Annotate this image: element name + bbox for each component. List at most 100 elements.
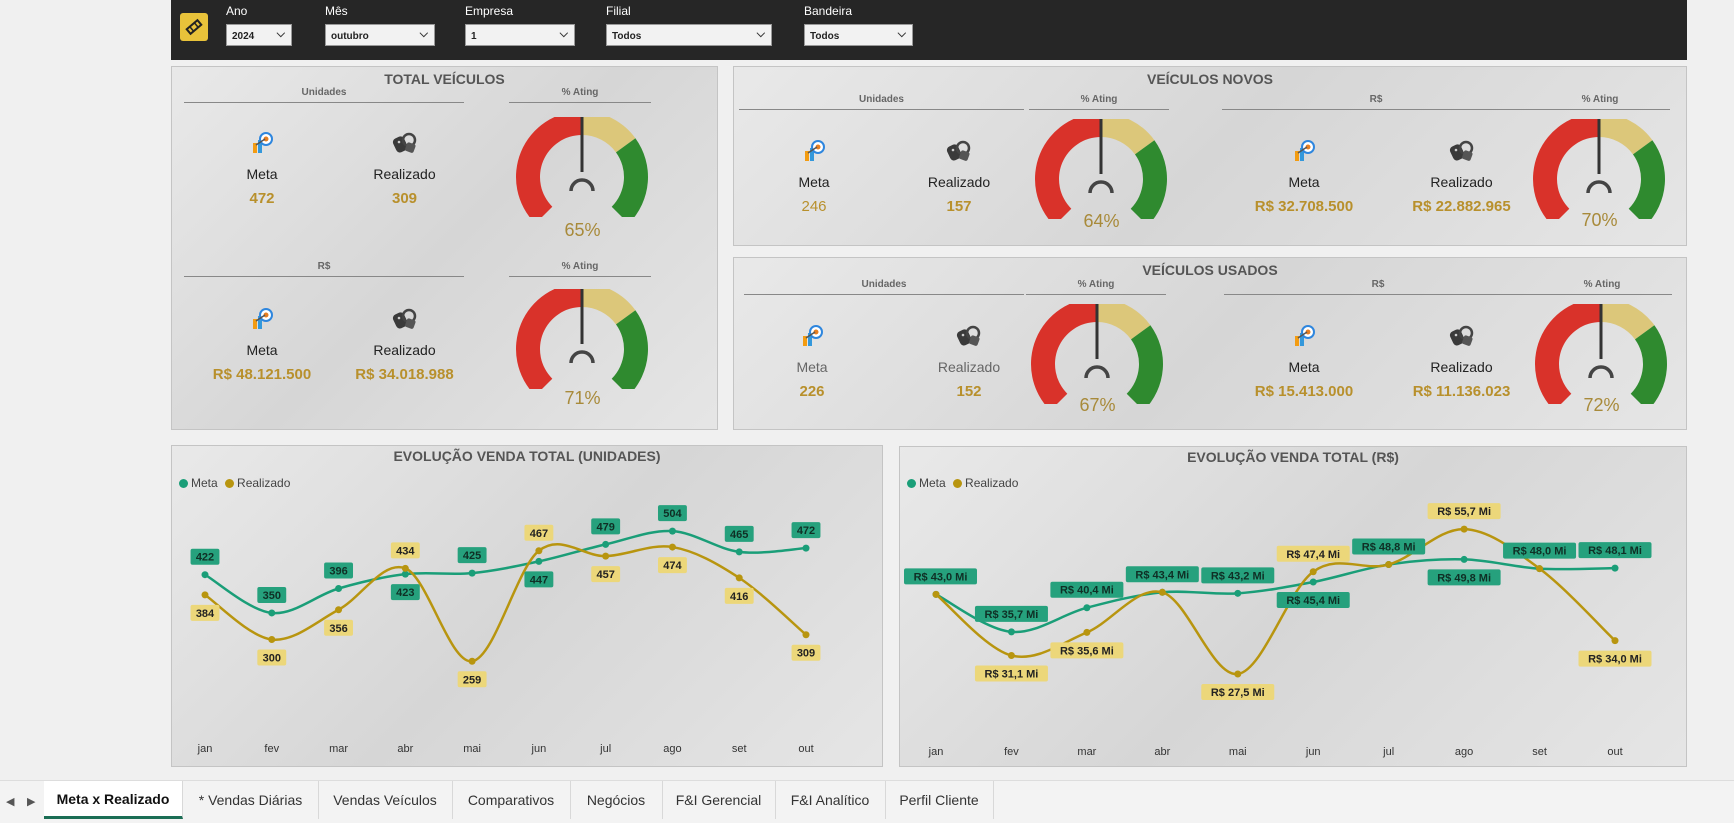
data-label-meta: R$ 48,1 Mi bbox=[1588, 545, 1642, 557]
kpi-realizado-rs: Realizado R$ 34.018.988 bbox=[332, 307, 477, 383]
data-point-meta[interactable] bbox=[602, 540, 610, 548]
filter-bandeira-select[interactable]: Todos ⌵ bbox=[804, 24, 913, 46]
legend-realizado: Realizado bbox=[965, 476, 1019, 490]
filter-ano-select[interactable]: 2024 ⌵ bbox=[226, 24, 292, 46]
kpi-value: R$ 34.018.988 bbox=[355, 366, 454, 383]
data-label-bg bbox=[1578, 542, 1652, 559]
tab-vendas-veiculos[interactable]: Vendas Veículos bbox=[318, 781, 453, 819]
data-label-realizado: 434 bbox=[396, 545, 415, 557]
data-point-meta[interactable] bbox=[1611, 564, 1619, 572]
data-point-meta[interactable] bbox=[735, 548, 743, 556]
filter-label: Bandeira bbox=[804, 4, 853, 18]
tab-comparativos[interactable]: Comparativos bbox=[452, 781, 571, 819]
data-label-realizado: R$ 34,0 Mi bbox=[1588, 654, 1642, 666]
data-point-meta[interactable] bbox=[401, 570, 409, 578]
data-point-realizado[interactable] bbox=[735, 574, 743, 582]
kpi-label: Realizado bbox=[1430, 359, 1493, 375]
data-point-meta[interactable] bbox=[468, 569, 476, 577]
tab-prev-icon[interactable]: ◀ bbox=[6, 796, 15, 808]
tab-negocios[interactable]: Negócios bbox=[570, 781, 663, 819]
tab-fi-analitico[interactable]: F&I Analítico bbox=[775, 781, 886, 819]
kpi-realizado-rs: Realizado R$ 11.136.023 bbox=[1394, 324, 1529, 400]
section-header-unidades: Unidades bbox=[184, 87, 464, 103]
data-point-meta[interactable] bbox=[1234, 589, 1242, 597]
chart-title: EVOLUÇÃO VENDA TOTAL (UNIDADES) bbox=[393, 448, 661, 464]
data-point-realizado[interactable] bbox=[1385, 561, 1393, 569]
data-point-realizado[interactable] bbox=[1309, 568, 1317, 576]
x-tick-label: jun bbox=[1305, 746, 1321, 758]
series-line-realizado bbox=[204, 543, 807, 663]
kpi-meta-rs: Meta R$ 48.121.500 bbox=[192, 307, 332, 383]
data-label-bg bbox=[1578, 650, 1652, 667]
data-label-bg bbox=[1427, 569, 1501, 586]
car-keys-icon bbox=[1394, 139, 1529, 168]
data-label-bg bbox=[524, 524, 554, 541]
data-label-bg bbox=[257, 586, 287, 603]
filter-label: Ano bbox=[226, 4, 248, 18]
gauge-pct: 70% bbox=[1581, 210, 1618, 230]
tab-perfil-cliente[interactable]: Perfil Cliente bbox=[885, 781, 994, 819]
filter-value: 1 bbox=[471, 31, 477, 42]
gauge-segment-red bbox=[1035, 119, 1101, 219]
data-label-bg bbox=[724, 525, 754, 542]
filter-filial-select[interactable]: Todos ⌵ bbox=[606, 24, 772, 46]
data-label-meta: 504 bbox=[663, 508, 682, 520]
tab-next-icon[interactable]: ▶ bbox=[27, 796, 36, 808]
data-point-realizado[interactable] bbox=[1234, 670, 1242, 678]
x-tick-label: jan bbox=[928, 746, 944, 758]
data-point-realizado[interactable] bbox=[335, 606, 343, 614]
gauge-hub bbox=[1088, 180, 1114, 194]
data-point-realizado[interactable] bbox=[1083, 628, 1091, 636]
data-point-realizado[interactable] bbox=[602, 552, 610, 560]
data-label-bg bbox=[1050, 581, 1124, 598]
data-point-realizado[interactable] bbox=[1611, 637, 1619, 645]
gauge-svg bbox=[516, 289, 648, 389]
data-point-meta[interactable] bbox=[1309, 578, 1317, 586]
data-point-realizado[interactable] bbox=[201, 591, 209, 599]
data-point-meta[interactable] bbox=[1460, 555, 1468, 563]
data-point-realizado[interactable] bbox=[802, 631, 810, 639]
data-point-realizado[interactable] bbox=[668, 543, 676, 551]
data-label-bg bbox=[390, 542, 420, 559]
tab-vendas-diarias[interactable]: * Vendas Diárias bbox=[183, 781, 319, 819]
filter-empresa-select[interactable]: 1 ⌵ bbox=[465, 24, 575, 46]
gauge-segment-red bbox=[516, 117, 582, 217]
data-point-meta[interactable] bbox=[335, 585, 343, 592]
section-header-pct: % Ating bbox=[509, 87, 651, 103]
chart-plot: jan fev mar abr mai jun jul ago set out R$ 43,0 Mi… bbox=[904, 503, 1652, 758]
x-tick-label: jun bbox=[531, 743, 547, 755]
data-point-meta[interactable] bbox=[268, 609, 276, 617]
panel-title: TOTAL VEÍCULOS bbox=[384, 71, 505, 87]
data-point-meta[interactable] bbox=[802, 544, 810, 552]
data-label-meta: 479 bbox=[596, 521, 614, 533]
data-point-meta[interactable] bbox=[1007, 628, 1015, 636]
data-point-realizado[interactable] bbox=[1460, 525, 1468, 533]
data-point-realizado[interactable] bbox=[535, 547, 543, 555]
kpi-realizado-unidades: Realizado 152 bbox=[909, 324, 1029, 400]
data-point-meta[interactable] bbox=[1083, 604, 1091, 612]
series-line-meta bbox=[935, 558, 1616, 634]
tab-meta-x-realizado[interactable]: Meta x Realizado bbox=[44, 781, 183, 819]
data-point-realizado[interactable] bbox=[468, 657, 476, 665]
data-label-realizado: 384 bbox=[196, 608, 215, 620]
series-line-meta bbox=[204, 529, 807, 615]
data-point-realizado[interactable] bbox=[1158, 588, 1166, 596]
chart-legend: Meta Realizado bbox=[907, 476, 1018, 490]
app-logo-icon bbox=[180, 13, 208, 41]
data-point-realizado[interactable] bbox=[401, 564, 409, 572]
data-point-realizado[interactable] bbox=[1536, 565, 1544, 573]
kpi-realizado-rs: Realizado R$ 22.882.965 bbox=[1394, 139, 1529, 215]
data-point-realizado[interactable] bbox=[932, 590, 940, 598]
filter-mes-select[interactable]: outubro ⌵ bbox=[325, 24, 435, 46]
data-point-realizado[interactable] bbox=[268, 636, 276, 643]
data-point-realizado[interactable] bbox=[1007, 652, 1015, 660]
data-label-bg bbox=[324, 562, 354, 579]
data-point-meta[interactable] bbox=[668, 527, 676, 535]
data-point-meta[interactable] bbox=[535, 557, 543, 565]
data-label-meta: R$ 49,8 Mi bbox=[1437, 572, 1491, 584]
tab-fi-gerencial[interactable]: F&I Gerencial bbox=[662, 781, 776, 819]
kpi-label: Realizado bbox=[927, 174, 991, 190]
x-tick-label: out bbox=[798, 743, 813, 755]
gauge-novos-rs: 70% bbox=[1532, 119, 1667, 244]
data-point-meta[interactable] bbox=[201, 571, 209, 579]
